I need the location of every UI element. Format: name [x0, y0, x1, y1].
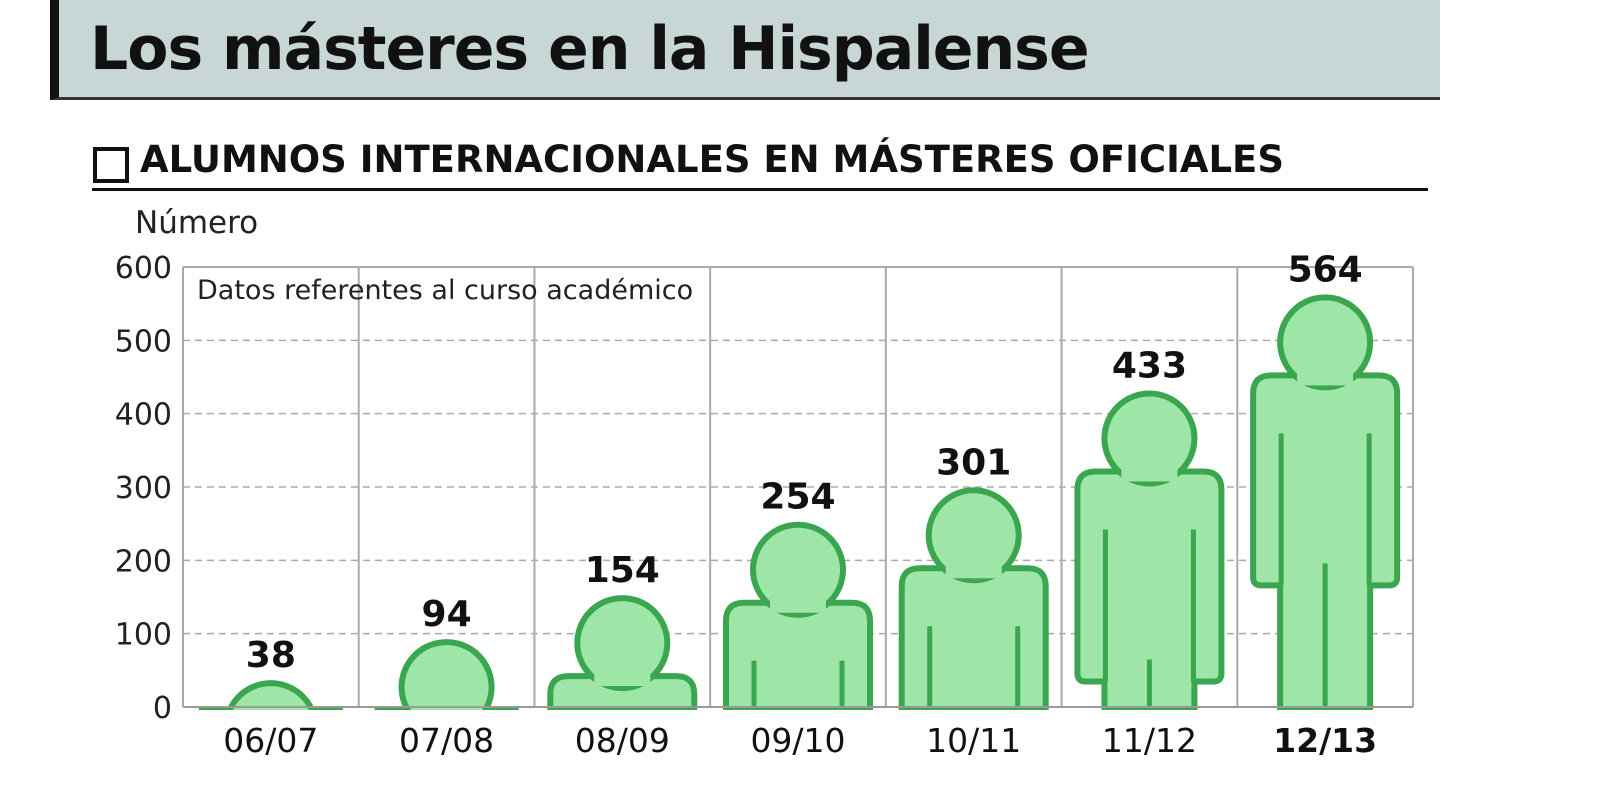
x-tick-label: 09/10 — [750, 721, 845, 760]
figure-head — [925, 487, 1022, 584]
figure-head — [398, 639, 495, 710]
person-figure — [547, 595, 698, 710]
figure-body — [898, 565, 1049, 710]
chart-note: Datos referentes al curso académico — [197, 275, 693, 306]
x-tick-label: 11/12 — [1102, 721, 1197, 760]
chart-subtitle: ALUMNOS INTERNACIONALES EN MÁSTERES OFIC… — [140, 138, 1284, 181]
person-figure — [198, 680, 343, 710]
x-tick-label: 12/13 — [1273, 721, 1377, 760]
y-tick-label: 300 — [115, 471, 172, 506]
y-tick-label: 200 — [115, 544, 172, 579]
figure-neck — [770, 600, 826, 613]
y-tick-label: 0 — [153, 691, 172, 726]
figure-neck — [1297, 373, 1354, 386]
figure-head — [1277, 294, 1374, 391]
person-figure — [374, 639, 519, 710]
figure-body — [723, 599, 873, 710]
data-label: 154 — [585, 550, 660, 591]
figure-head — [226, 680, 316, 710]
x-tick-label: 08/09 — [575, 721, 670, 760]
y-tick-label: 400 — [115, 398, 172, 433]
data-label: 38 — [246, 635, 296, 676]
figure-head — [1101, 390, 1198, 487]
figure-neck — [1121, 469, 1178, 482]
data-label: 301 — [936, 442, 1011, 483]
figure-head — [574, 595, 671, 692]
y-tick-label: 600 — [115, 251, 172, 286]
person-figure — [1074, 390, 1225, 710]
person-figure — [723, 521, 873, 710]
x-tick-label: 07/08 — [399, 721, 494, 760]
data-label: 564 — [1288, 249, 1363, 290]
person-figure — [898, 487, 1049, 710]
person-figure — [1250, 294, 1401, 710]
figure-head — [750, 521, 846, 618]
figure-body — [1250, 372, 1401, 710]
y-tick-label: 500 — [115, 324, 172, 359]
y-axis-label: Número — [135, 205, 258, 241]
data-label: 254 — [760, 477, 835, 518]
figure-neck — [594, 674, 651, 687]
title-band — [50, 0, 1440, 100]
data-label: 433 — [1112, 345, 1187, 386]
figure-body — [1074, 468, 1225, 710]
data-label: 94 — [422, 594, 472, 635]
square-bullet-icon — [93, 147, 129, 183]
subtitle-row: ALUMNOS INTERNACIONALES EN MÁSTERES OFIC… — [92, 138, 1428, 191]
chart-title: Los másteres en la Hispalense — [90, 14, 1090, 84]
x-tick-label: 06/07 — [223, 721, 318, 760]
figure-body — [547, 673, 698, 710]
figure-neck — [945, 566, 1002, 579]
x-tick-label: 10/11 — [926, 721, 1021, 760]
y-tick-label: 100 — [115, 618, 172, 653]
